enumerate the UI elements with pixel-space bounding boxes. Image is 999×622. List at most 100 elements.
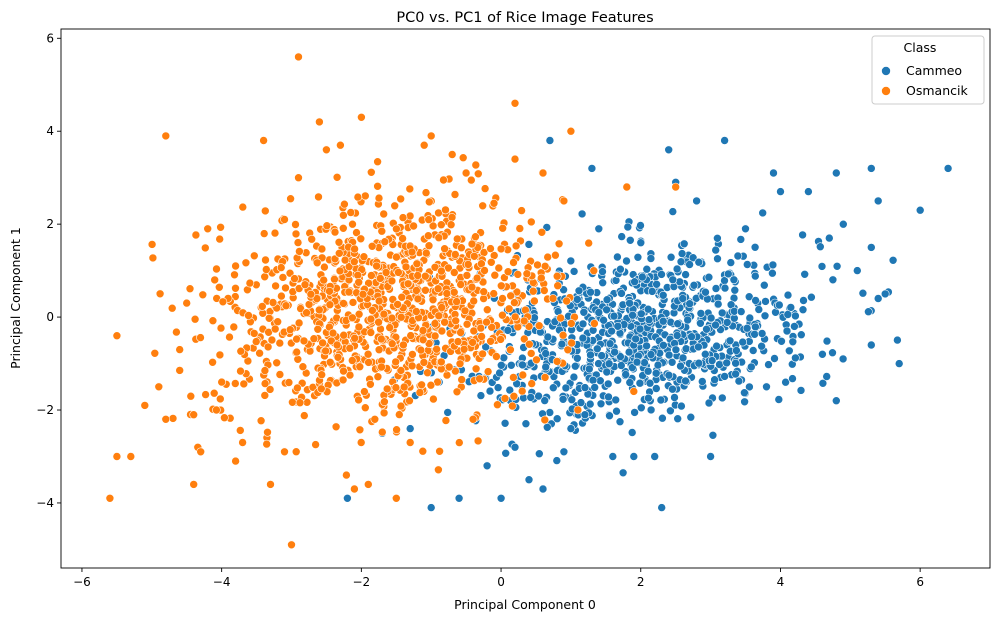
point-cammeo <box>666 406 675 416</box>
point-cammeo <box>579 307 589 317</box>
point-osmancik <box>493 400 502 410</box>
point-cammeo <box>782 326 792 336</box>
point-osmancik <box>286 194 295 203</box>
point-osmancik <box>333 352 343 362</box>
point-osmancik <box>508 401 517 411</box>
point-cammeo <box>818 378 828 388</box>
point-cammeo <box>750 271 760 281</box>
point-osmancik <box>191 230 201 240</box>
point-osmancik <box>287 540 296 550</box>
point-osmancik <box>262 439 272 449</box>
point-osmancik <box>671 182 681 192</box>
point-cammeo <box>630 277 639 287</box>
point-osmancik <box>517 206 526 215</box>
point-osmancik <box>338 375 348 385</box>
point-cammeo <box>645 378 655 388</box>
point-osmancik <box>489 289 499 298</box>
point-osmancik <box>296 304 305 313</box>
point-osmancik <box>428 295 438 305</box>
point-osmancik <box>539 286 549 295</box>
point-osmancik <box>275 370 285 379</box>
point-cammeo <box>607 326 616 336</box>
point-osmancik <box>292 347 302 357</box>
point-cammeo <box>832 261 842 271</box>
point-cammeo <box>664 145 674 155</box>
point-cammeo <box>683 315 693 325</box>
point-cammeo <box>873 196 883 206</box>
point-osmancik <box>506 345 515 355</box>
point-cammeo <box>751 296 760 305</box>
point-cammeo <box>734 376 744 386</box>
point-cammeo <box>343 493 352 503</box>
point-cammeo <box>828 275 838 285</box>
point-cammeo <box>540 396 550 405</box>
point-osmancik <box>534 321 544 331</box>
point-osmancik <box>292 334 301 344</box>
point-cammeo <box>711 320 720 330</box>
point-osmancik <box>441 205 450 215</box>
point-osmancik <box>261 265 271 274</box>
point-osmancik <box>436 220 446 229</box>
point-cammeo <box>768 260 778 270</box>
point-cammeo <box>707 356 717 365</box>
point-cammeo <box>595 376 605 386</box>
point-osmancik <box>339 330 349 340</box>
point-cammeo <box>611 395 621 405</box>
point-cammeo <box>505 385 515 395</box>
point-cammeo <box>732 346 741 355</box>
point-cammeo <box>609 311 619 321</box>
point-cammeo <box>580 383 590 392</box>
point-osmancik <box>344 262 354 271</box>
point-osmancik <box>496 335 505 344</box>
point-osmancik <box>338 224 348 233</box>
point-osmancik <box>408 350 417 359</box>
point-osmancik <box>249 329 259 338</box>
point-cammeo <box>596 399 606 409</box>
point-cammeo <box>943 164 953 173</box>
point-osmancik <box>478 349 487 359</box>
point-osmancik <box>172 327 181 337</box>
point-cammeo <box>804 187 813 196</box>
point-osmancik <box>509 258 518 267</box>
point-cammeo <box>552 414 562 424</box>
point-cammeo <box>668 384 677 394</box>
point-osmancik <box>316 384 326 394</box>
point-osmancik <box>255 348 264 358</box>
point-cammeo <box>730 285 740 295</box>
point-osmancik <box>189 410 198 420</box>
y-tick-label: 0 <box>46 310 54 324</box>
point-osmancik <box>437 326 447 336</box>
point-osmancik <box>175 366 184 375</box>
point-osmancik <box>349 257 359 267</box>
point-osmancik <box>256 416 266 426</box>
point-cammeo <box>828 348 837 358</box>
point-cammeo <box>594 308 604 317</box>
point-osmancik <box>462 271 472 280</box>
point-cammeo <box>592 344 602 354</box>
point-osmancik <box>453 337 463 346</box>
point-osmancik <box>339 366 348 376</box>
point-cammeo <box>740 388 749 398</box>
point-cammeo <box>751 322 760 332</box>
point-cammeo <box>577 209 587 219</box>
point-cammeo <box>500 418 510 428</box>
y-axis-ticks: −4 −2 0 2 4 6 <box>36 31 61 510</box>
point-osmancik <box>308 382 318 392</box>
point-cammeo <box>602 295 612 305</box>
point-osmancik <box>456 328 465 337</box>
point-osmancik <box>314 305 324 315</box>
point-osmancik <box>434 311 444 321</box>
point-cammeo <box>678 353 688 363</box>
point-cammeo <box>774 300 784 310</box>
point-osmancik <box>442 289 452 298</box>
y-tick-label: −4 <box>36 496 54 510</box>
point-cammeo <box>586 350 595 360</box>
point-cammeo <box>831 168 841 178</box>
point-cammeo <box>760 311 770 321</box>
point-osmancik <box>452 387 462 397</box>
point-osmancik <box>320 262 329 272</box>
point-osmancik <box>405 184 415 194</box>
point-osmancik <box>381 268 391 277</box>
point-osmancik <box>332 173 342 182</box>
point-osmancik <box>423 368 432 378</box>
